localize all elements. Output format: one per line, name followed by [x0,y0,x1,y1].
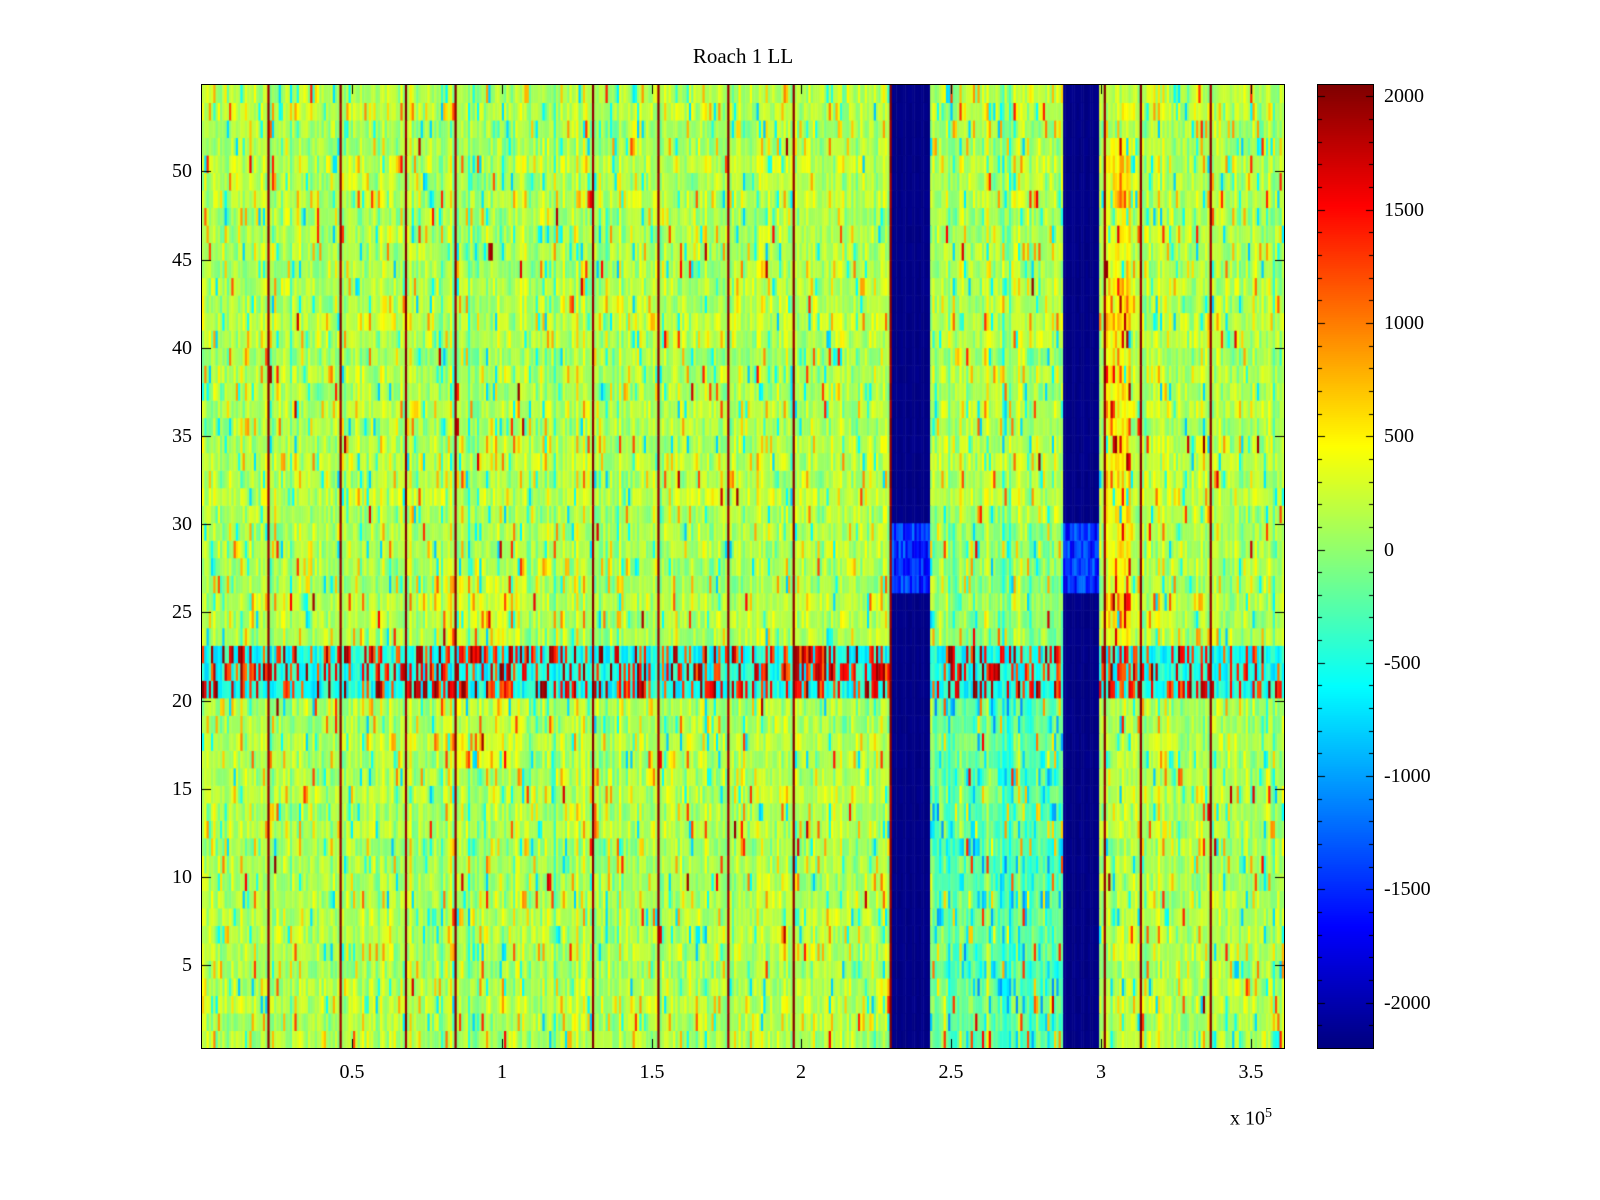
chart-title: Roach 1 LL [692,44,794,68]
multiplier-prefix: x 10 [1230,1107,1265,1130]
colorbar-tick-label: 1000 [1384,312,1424,334]
x-axis-multiplier: x 105 [1230,1106,1272,1131]
colorbar-tick-label: -1000 [1384,765,1431,787]
colorbar-tick-label: 0 [1384,539,1394,561]
y-tick-label: 45 [172,249,192,271]
colorbar-tick-label: -1500 [1384,878,1431,900]
colorbar-canvas [1317,84,1374,1049]
y-tick-label: 35 [172,425,192,447]
y-tick-label: 15 [172,778,192,800]
multiplier-exponent: 5 [1265,1106,1272,1121]
y-tick-label: 50 [172,160,192,182]
x-tick-label: 1 [497,1061,507,1083]
colorbar-tick-label: -2000 [1384,992,1431,1014]
x-tick-label: 2.5 [938,1061,964,1083]
y-tick-label: 25 [172,601,192,623]
y-tick-label: 40 [172,337,192,359]
x-tick-label: 0.5 [339,1061,365,1083]
colorbar-tick-label: 1500 [1384,199,1424,221]
x-tick-label: 3 [1096,1061,1106,1083]
y-tick-label: 10 [172,866,192,888]
colorbar-tick-label: 2000 [1384,85,1424,107]
heatmap-canvas [201,84,1285,1049]
x-tick-label: 2 [796,1061,806,1083]
y-tick-label: 30 [172,513,192,535]
y-tick-label: 20 [172,690,192,712]
y-tick-label: 5 [182,954,192,976]
colorbar-tick-label: -500 [1384,652,1421,674]
x-tick-label: 1.5 [639,1061,665,1083]
x-tick-label: 3.5 [1238,1061,1264,1083]
colorbar-tick-label: 500 [1384,425,1414,447]
